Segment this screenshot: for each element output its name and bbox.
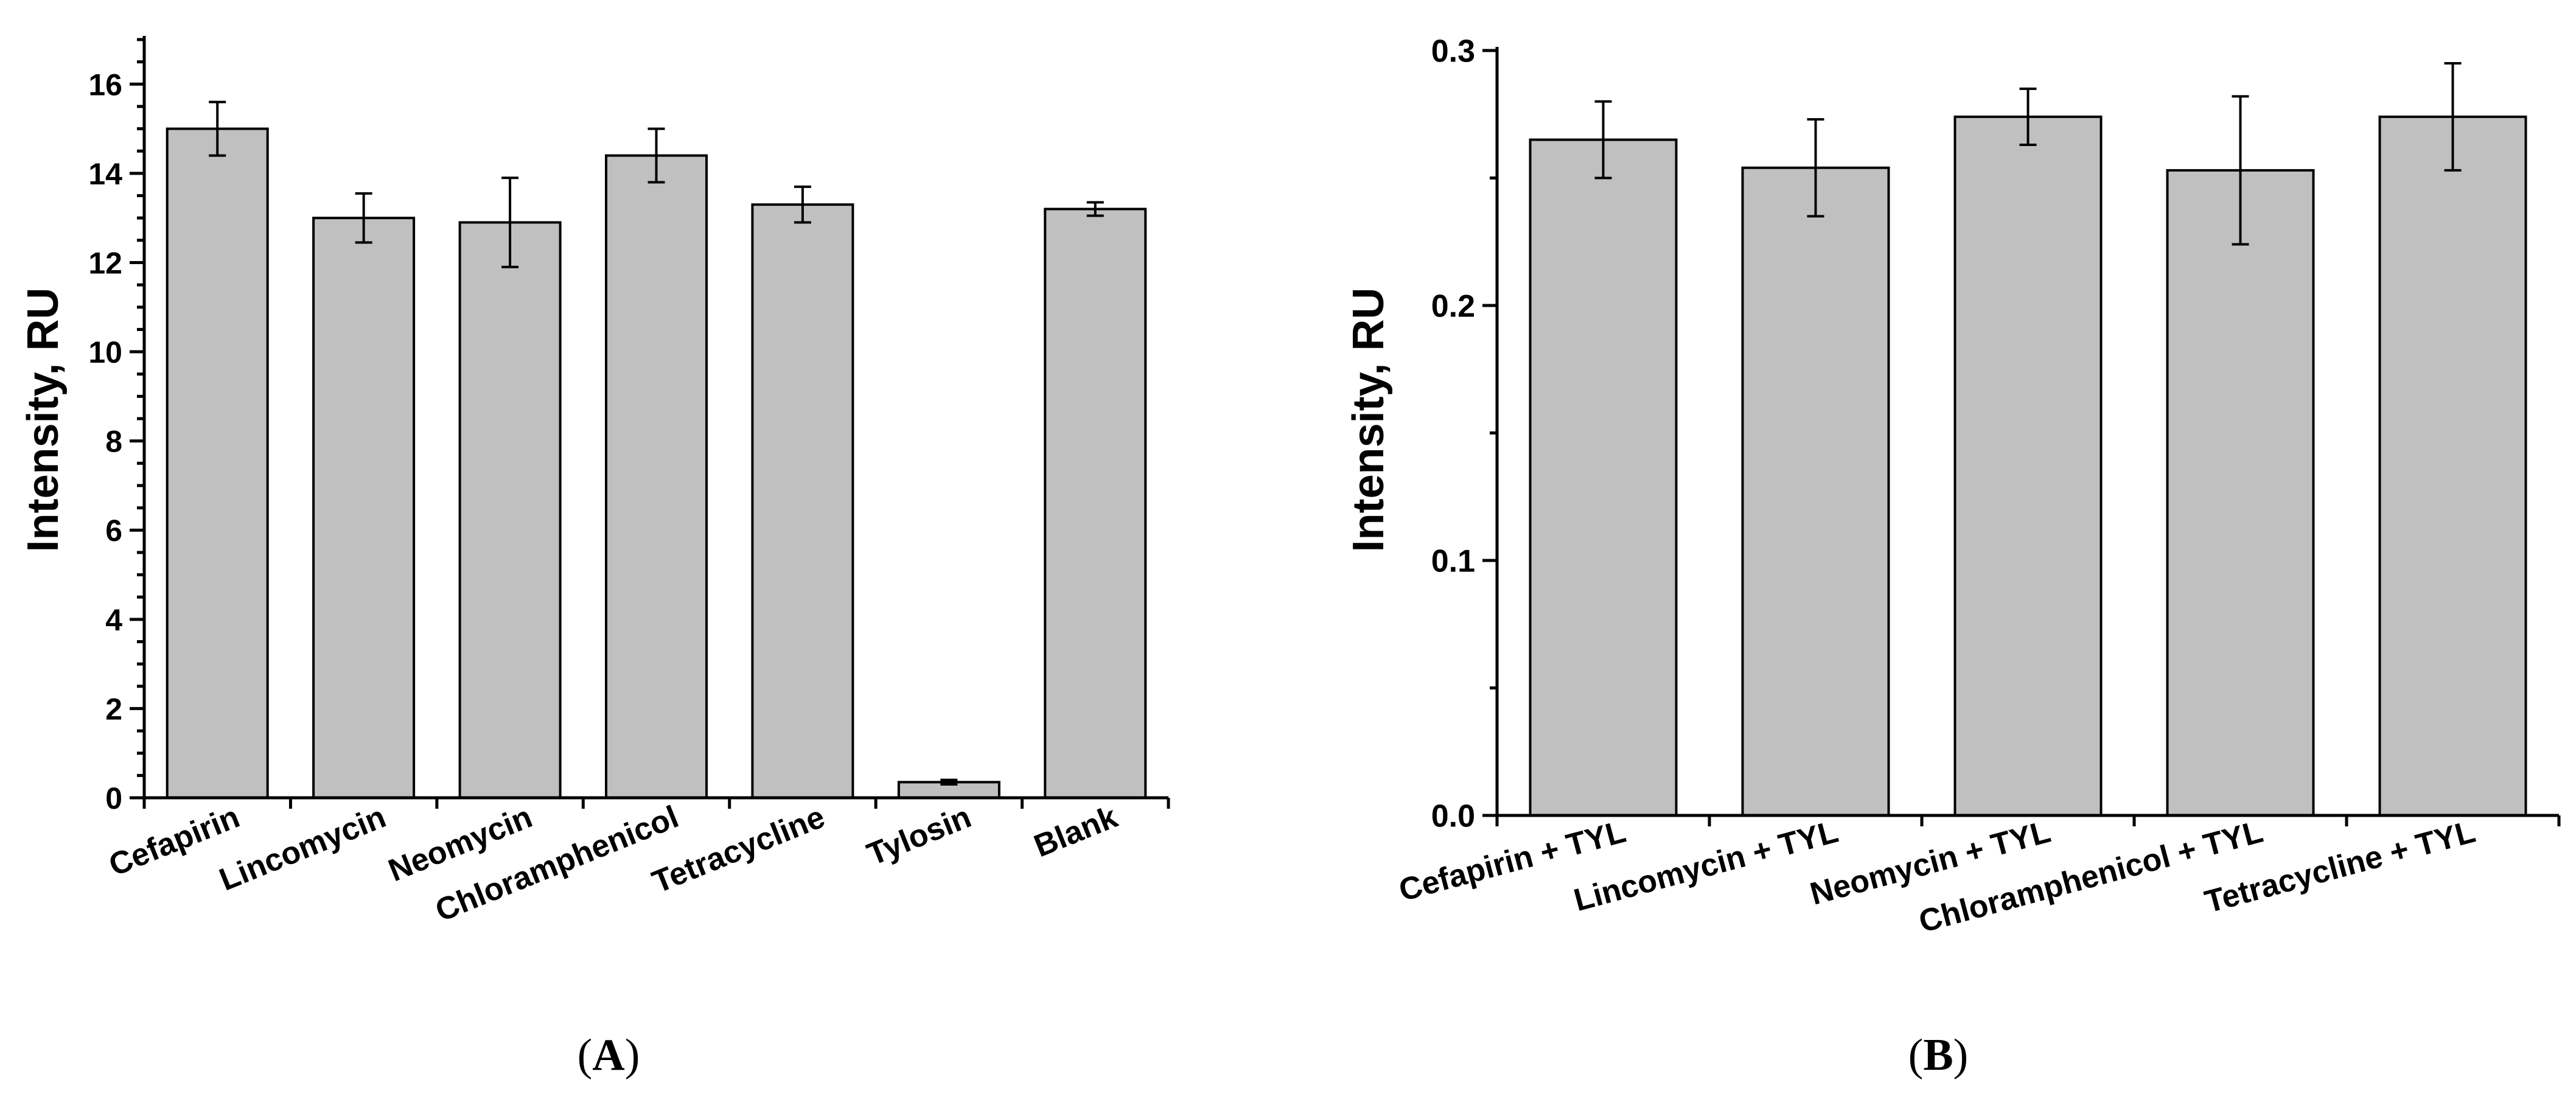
b-bar-tetracycline-tyl [2378,115,2527,817]
a-y-tick-label: 12 [88,246,122,280]
b-y-tick-label: 0.1 [1431,544,1475,579]
b-bar-cefapirin-tyl [1529,138,1678,817]
b-y-tick-label: 0.0 [1431,799,1475,834]
a-bar-neomycin [458,221,562,799]
a-y-tick-label: 2 [105,692,122,726]
b-panel-label: (B) [1908,1030,1969,1080]
b-y-tick-label: 0.3 [1431,34,1475,69]
b-bar-chloramphenicol-tyl [2166,169,2315,817]
a-panel-label: (A) [578,1030,640,1080]
a-y-tick-label: 16 [88,68,122,102]
a-bar-cefapirin [166,127,269,800]
b-bar-lincomycin-tyl [1741,166,1890,817]
a-y-tick-label: 8 [105,425,122,459]
a-y-tick-label: 6 [105,514,122,548]
b-bar-neomycin-tyl [1953,115,2103,817]
a-bar-chloramphenicol [605,154,708,800]
chart-panel-a: 0246810121416CefapirinLincomycinNeomycin… [19,36,1170,1080]
a-bar-blank [1044,208,1147,799]
a-category-label: Chloramphenicol [430,799,683,929]
a-y-axis-title: Intensity, RU [19,288,68,553]
a-y-tick-label: 10 [88,335,122,369]
a-category-label: Tylosin [862,799,976,873]
a-y-tick-label: 14 [88,157,122,191]
a-y-tick-label: 0 [105,781,122,815]
a-bar-tetracycline [751,203,854,799]
a-y-tick-label: 4 [105,603,122,637]
b-y-tick-label: 0.2 [1431,289,1475,324]
a-category-label: Lincomycin [214,799,391,898]
b-category-label: Chloramphenicol + TYL [1915,814,2266,940]
a-category-label: Blank [1029,799,1122,864]
a-bar-lincomycin [312,217,416,799]
b-y-axis-title: Intensity, RU [1344,288,1393,553]
